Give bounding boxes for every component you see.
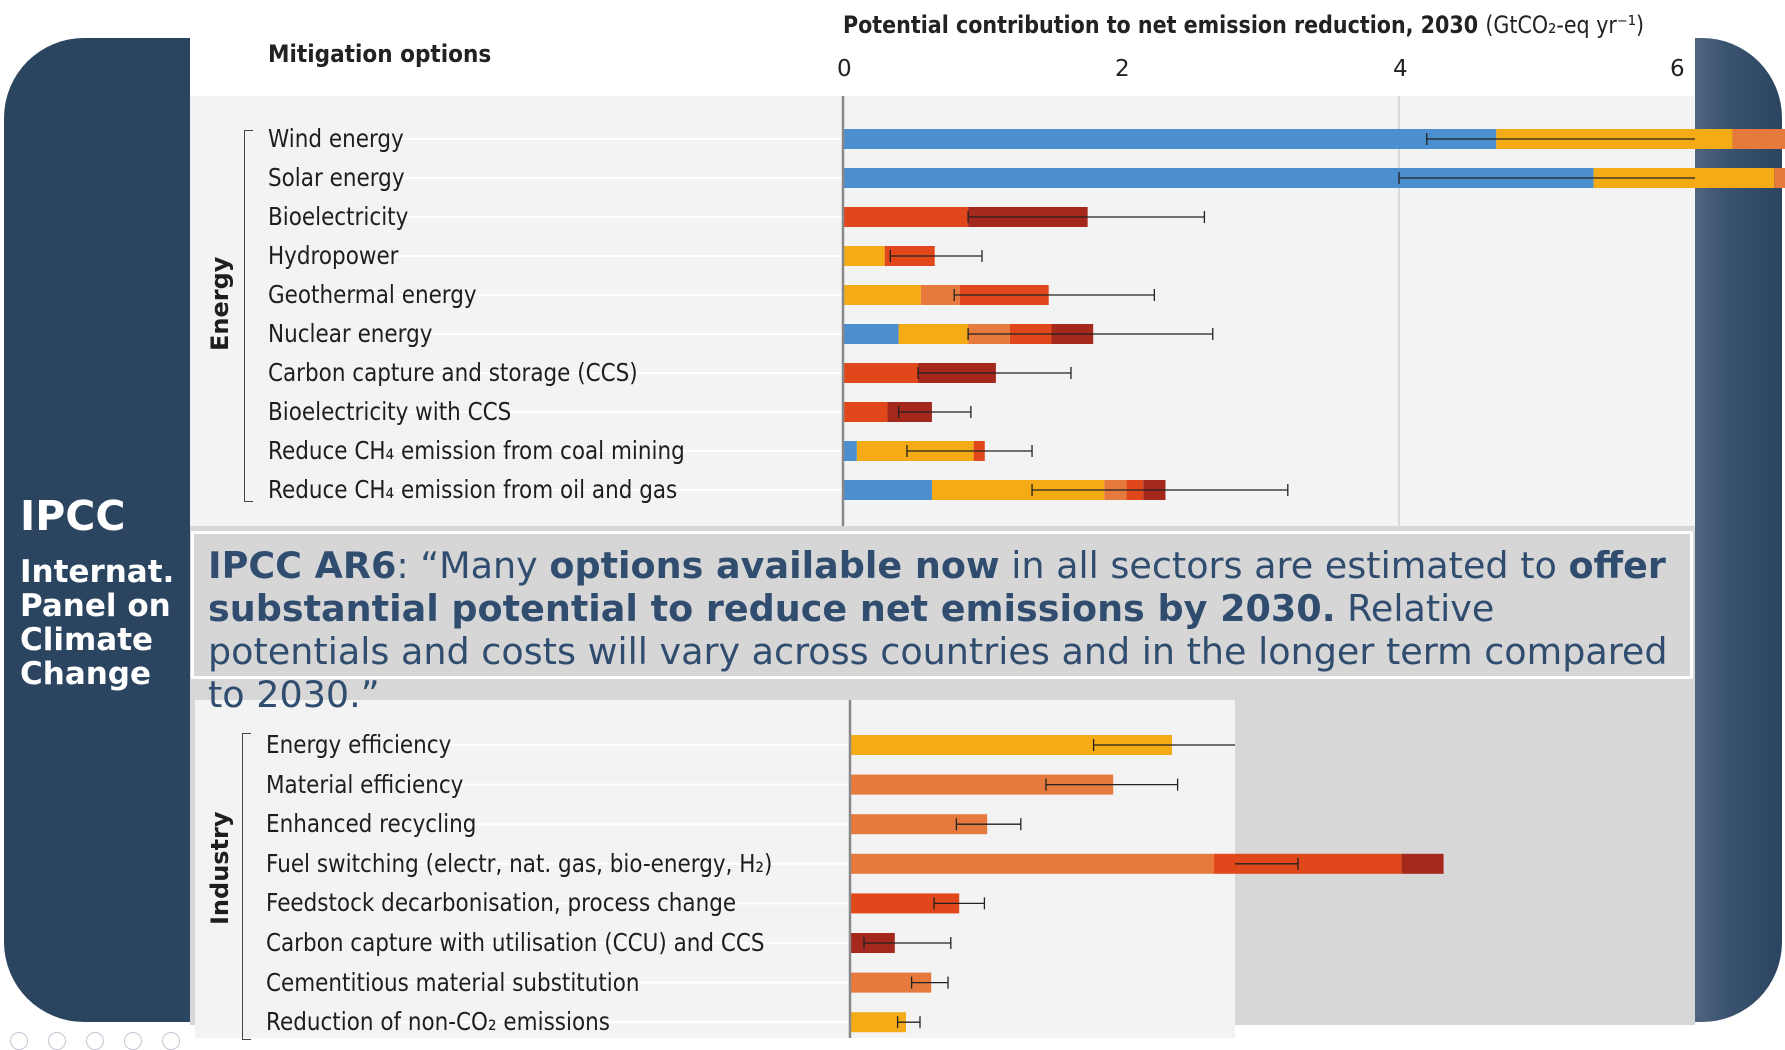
mitigation-options-header: Mitigation options: [268, 40, 492, 68]
sector-label-industry: Industry: [206, 811, 234, 925]
option-label: Fuel switching (electr, nat. gas, bio-en…: [266, 848, 773, 878]
quote-text: Relative potentials and costs will vary …: [208, 587, 1668, 716]
org-full-name: Internat. Panel on Climate Change: [20, 554, 175, 692]
bar-segment: [850, 972, 932, 993]
energy-bracket: [244, 130, 253, 502]
option-label: Hydropower: [268, 241, 399, 270]
option-label: Nuclear energy: [268, 319, 433, 348]
option-label: Solar energy: [268, 163, 405, 192]
bar-segment: [843, 129, 1497, 149]
quote-box: IPCC AR6: “Many options available now in…: [191, 531, 1693, 716]
bar-segment: [850, 814, 988, 835]
option-label: Wind energy: [268, 124, 404, 153]
bar-segment: [898, 324, 969, 344]
quote-emphasis: options available now: [549, 544, 1000, 587]
option-label: Bioelectricity: [268, 202, 409, 231]
x-tick-label: 4: [1393, 56, 1408, 82]
x-tick-label: 6: [1670, 56, 1685, 82]
option-label: Feedstock decarbonisation, process chang…: [266, 888, 737, 918]
option-label: Material efficiency: [266, 769, 464, 799]
x-tick-label: 0: [837, 56, 852, 82]
bar-segment: [843, 246, 885, 266]
sidebar-panel: [4, 38, 194, 1022]
nav-dot[interactable]: [48, 1032, 66, 1050]
bar-segment: [843, 207, 969, 227]
nav-dot[interactable]: [10, 1032, 28, 1050]
chart-header-area: [190, 0, 1695, 96]
industry-bracket: [242, 733, 251, 1040]
option-label: Enhanced recycling: [266, 809, 477, 839]
option-label: Cementitious material substitution: [266, 967, 640, 997]
sector-label-energy: Energy: [206, 256, 234, 351]
x-axis-title-text: Potential contribution to net emission r…: [843, 11, 1479, 39]
bar-segment: [1774, 168, 1785, 188]
option-label: Geothermal energy: [268, 280, 477, 309]
x-axis-title: Potential contribution to net emission r…: [843, 11, 1644, 39]
bar-segment: [920, 285, 960, 305]
option-label: Reduction of non-CO₂ emissions: [266, 1007, 610, 1037]
quote-text: : “Many: [396, 544, 550, 587]
nav-dot[interactable]: [162, 1032, 180, 1050]
bar-segment: [1732, 129, 1785, 149]
bar-segment: [843, 402, 888, 422]
option-label: Bioelectricity with CCS: [268, 397, 512, 426]
quote-text: in all sectors are estimated to: [999, 544, 1569, 587]
bar-segment: [1401, 853, 1444, 874]
bar-segment: [850, 735, 1172, 755]
bar-segment: [843, 363, 919, 383]
bar-segment: [843, 285, 921, 305]
quote-source: IPCC AR6: [208, 544, 397, 587]
bar-segment: [843, 480, 932, 500]
x-axis-unit: (GtCO₂-eq yr⁻¹): [1485, 11, 1645, 39]
bar-segment: [843, 168, 1594, 188]
option-label: Carbon capture with utilisation (CCU) an…: [266, 928, 765, 957]
nav-dot[interactable]: [124, 1032, 142, 1050]
bar-segment: [1214, 853, 1402, 874]
option-label: Carbon capture and storage (CCS): [268, 358, 638, 387]
bar-segment: [850, 1012, 906, 1033]
bar-segment: [931, 480, 1105, 500]
bar-segment: [850, 853, 1214, 874]
option-label: Reduce CH₄ emission from oil and gas: [268, 475, 678, 504]
option-label: Energy efficiency: [266, 730, 452, 759]
nav-dot[interactable]: [86, 1032, 104, 1050]
option-label: Reduce CH₄ emission from coal mining: [268, 436, 685, 465]
bar-segment: [843, 441, 857, 461]
x-tick-label: 2: [1115, 56, 1130, 82]
bar-segment: [850, 774, 1114, 795]
bar-segment: [843, 324, 899, 344]
org-acronym: IPCC: [20, 492, 126, 540]
bar-segment: [850, 893, 960, 914]
quote-emphasis: offer substantial potential to reduce ne…: [208, 544, 1666, 630]
